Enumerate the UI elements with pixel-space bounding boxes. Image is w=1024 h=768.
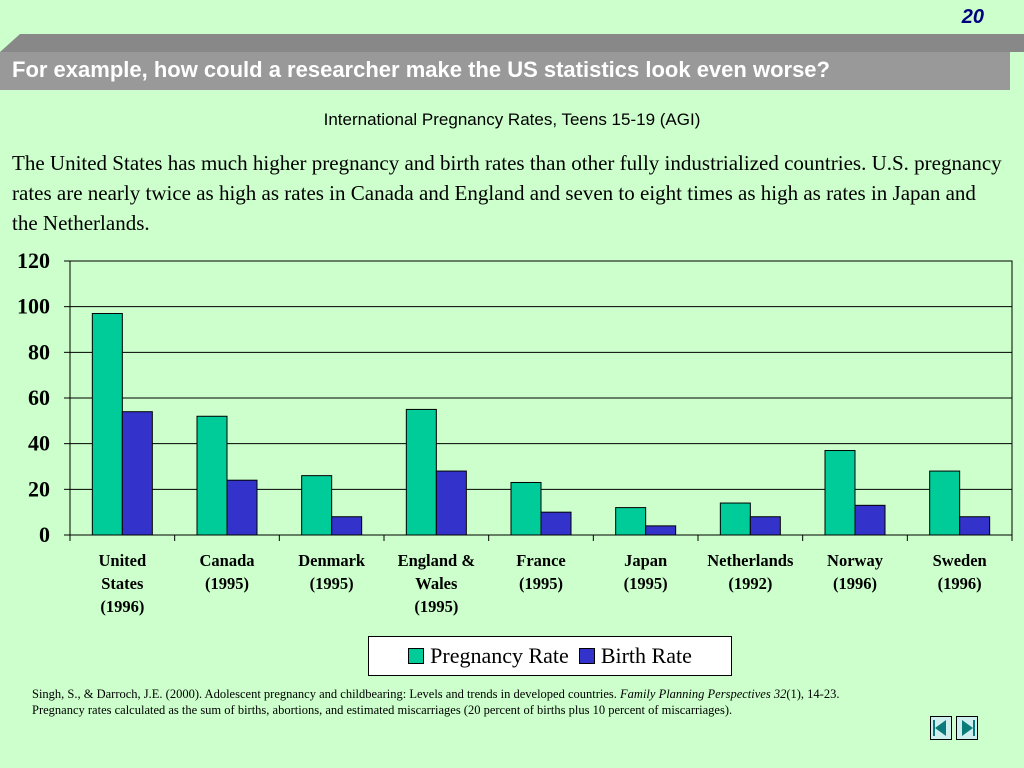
- legend-item-pregnancy: Pregnancy Rate: [408, 643, 569, 669]
- citation-pages: (1), 14-23.: [786, 687, 840, 701]
- x-tick-label: France: [516, 551, 565, 570]
- previous-slide-button[interactable]: [930, 716, 952, 740]
- bar-pregnancy-rate: [824, 450, 856, 536]
- y-tick-label: 80: [28, 339, 50, 364]
- x-tick-label: Japan: [624, 551, 667, 570]
- bar-pregnancy-rate: [196, 415, 228, 536]
- x-tick-label: (1995): [205, 574, 249, 593]
- banner-title: For example, how could a researcher make…: [12, 57, 830, 82]
- legend-swatch-birth: [578, 648, 595, 664]
- bar-birth-rate: [435, 470, 467, 536]
- bar-chart: 0 20 40 60 80 100 120 United States (1996) Canada (…: [17, 248, 1013, 616]
- x-tick-label: (1995): [519, 574, 563, 593]
- bar-birth-rate: [645, 525, 677, 536]
- previous-slide-icon: [933, 720, 946, 736]
- x-tick-label: Norway: [827, 551, 884, 570]
- citation-authors: Singh, S., & Darroch, J.E. (2000). Adole…: [32, 687, 621, 701]
- bar-birth-rate: [331, 516, 363, 536]
- chart-subtitle: International Pregnancy Rates, Teens 15-…: [323, 110, 701, 129]
- bar-pregnancy-rate: [510, 481, 542, 536]
- title-banner: For example, how could a researcher make…: [0, 34, 1024, 90]
- x-tick-label: Wales: [415, 574, 458, 593]
- bar-pregnancy-rate: [301, 475, 333, 536]
- bar-pregnancy-rate: [405, 408, 437, 536]
- y-tick-label: 0: [39, 522, 50, 547]
- bar-birth-rate: [540, 511, 572, 536]
- y-tick-label: 100: [17, 294, 50, 319]
- x-tick-label: (1996): [938, 574, 982, 593]
- next-slide-icon: [962, 720, 975, 736]
- legend-label-birth: Birth Rate: [600, 643, 692, 668]
- x-tick-label: Sweden: [933, 551, 987, 570]
- y-tick-label: 60: [28, 385, 50, 410]
- legend-swatch-pregnancy: [408, 648, 425, 664]
- x-tick-label: Canada: [199, 551, 254, 570]
- bar-pregnancy-rate: [615, 507, 647, 536]
- x-tick-label: Netherlands: [707, 551, 794, 570]
- x-tick-label: (1992): [728, 574, 772, 593]
- bar-birth-rate: [959, 516, 991, 536]
- body-paragraph: The United States has much higher pregna…: [12, 151, 1002, 235]
- x-tick-label: England &: [398, 551, 476, 570]
- legend-label-pregnancy: Pregnancy Rate: [430, 643, 569, 668]
- chart-legend: Pregnancy Rate Birth Rate: [368, 636, 732, 676]
- bar-birth-rate: [749, 516, 781, 536]
- bar-birth-rate: [226, 479, 258, 536]
- x-tick-label: States: [101, 574, 144, 593]
- x-tick-label: (1996): [833, 574, 877, 593]
- x-tick-label: (1995): [414, 597, 458, 616]
- x-tick-label: United: [98, 551, 146, 570]
- bar-pregnancy-rate: [91, 313, 123, 536]
- citation-note: Pregnancy rates calculated as the sum of…: [32, 703, 733, 717]
- citation: Singh, S., & Darroch, J.E. (2000). Adole…: [32, 686, 972, 718]
- bar-pregnancy-rate: [929, 470, 961, 536]
- banner-shape: [0, 34, 1024, 90]
- legend-item-birth: Birth Rate: [578, 643, 692, 669]
- x-tick-label: Denmark: [298, 551, 366, 570]
- slide-number: 20: [961, 6, 984, 28]
- bar-birth-rate: [121, 411, 153, 536]
- x-tick-label: (1995): [310, 574, 354, 593]
- bar-birth-rate: [854, 504, 886, 536]
- y-tick-label: 120: [17, 248, 50, 273]
- citation-journal: Family Planning Perspectives 32: [620, 687, 787, 701]
- next-slide-button[interactable]: [956, 716, 978, 740]
- bar-pregnancy-rate: [719, 502, 751, 536]
- x-tick-label: (1996): [100, 597, 144, 616]
- x-tick-label: (1995): [624, 574, 668, 593]
- y-tick-label: 20: [28, 476, 50, 501]
- y-tick-label: 40: [28, 431, 50, 456]
